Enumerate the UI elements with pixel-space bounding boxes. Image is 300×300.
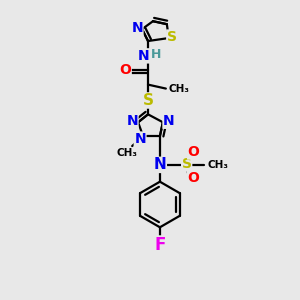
- Text: N: N: [131, 21, 143, 35]
- Text: H: H: [151, 48, 161, 62]
- Text: N: N: [163, 114, 175, 128]
- Text: N: N: [126, 114, 138, 128]
- Text: O: O: [119, 63, 131, 77]
- Text: CH₃: CH₃: [208, 160, 229, 170]
- Text: N: N: [134, 132, 146, 146]
- Text: CH₃: CH₃: [117, 148, 138, 158]
- Text: S: S: [167, 30, 177, 44]
- Text: S: S: [182, 157, 192, 171]
- Text: O: O: [188, 145, 200, 159]
- Text: F: F: [154, 236, 166, 254]
- Text: S: S: [142, 93, 154, 108]
- Text: N: N: [138, 49, 150, 63]
- Text: CH₃: CH₃: [169, 84, 190, 94]
- Text: N: N: [154, 158, 166, 172]
- Text: O: O: [188, 171, 200, 185]
